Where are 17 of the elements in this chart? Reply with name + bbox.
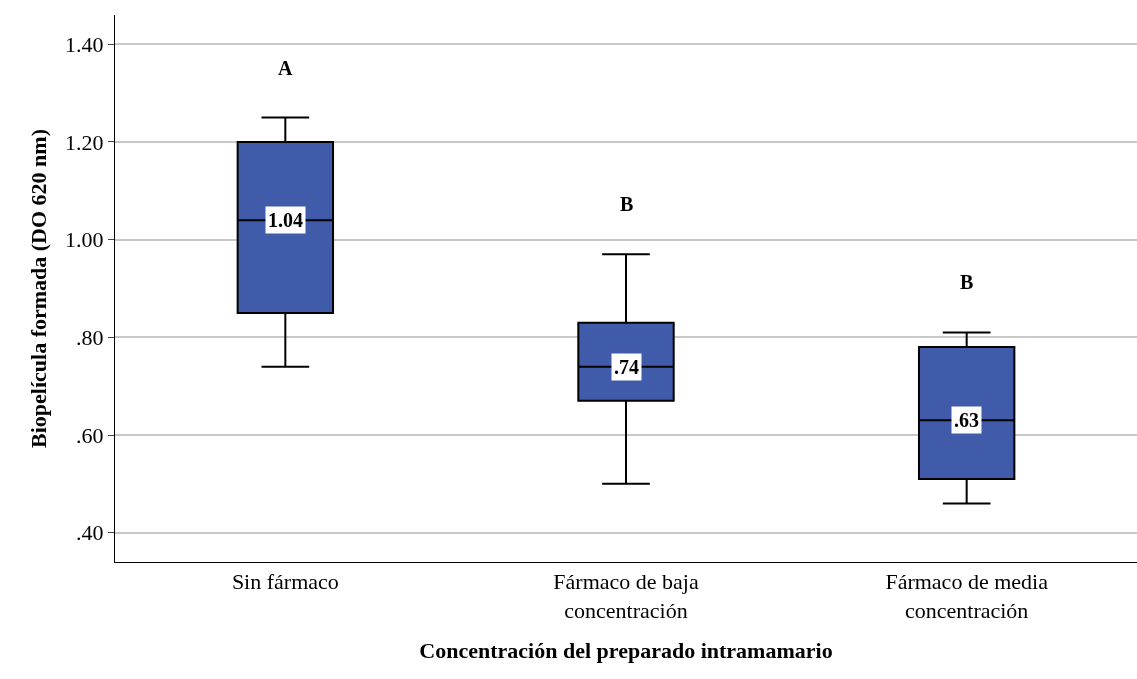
x-tick-label: Fármaco de media concentración [885, 569, 1049, 623]
annotation: A [278, 57, 293, 79]
x-axis-title: Concentración del preparado intramamario [419, 637, 833, 663]
y-tick-label: 1.00 [65, 227, 104, 253]
y-tick-label: .60 [76, 422, 104, 448]
y-tick-label: .40 [76, 520, 104, 546]
y-axis-title: Biopelícula formada (DO 620 nm) [25, 129, 51, 448]
text: .63 [954, 409, 979, 431]
text: .74 [614, 356, 639, 378]
annotation: B [960, 271, 974, 293]
y-tick-label: 1.40 [65, 32, 104, 57]
annotation: B [620, 193, 634, 215]
y-tick-label: 1.20 [65, 129, 104, 155]
x-tick-label: Fármaco de baja concentración [553, 569, 699, 623]
text: 1.04 [268, 209, 303, 231]
y-tick-label: .80 [76, 325, 104, 351]
x-tick-label: Sin fármaco [231, 569, 339, 595]
